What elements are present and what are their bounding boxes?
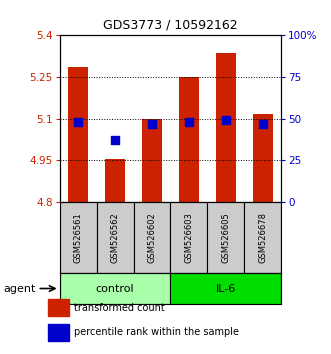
Bar <box>48 324 69 341</box>
Point <box>260 121 265 126</box>
Bar <box>142 119 162 202</box>
Text: transformed count: transformed count <box>74 303 165 313</box>
Text: percentile rank within the sample: percentile rank within the sample <box>74 327 239 337</box>
Text: GSM526678: GSM526678 <box>259 212 267 263</box>
Text: GSM526561: GSM526561 <box>73 212 82 263</box>
Bar <box>244 202 281 273</box>
Point <box>149 121 155 126</box>
Bar <box>253 114 273 202</box>
Text: GSM526605: GSM526605 <box>221 212 230 263</box>
Bar <box>179 77 199 202</box>
Bar <box>208 202 244 273</box>
Bar <box>105 159 125 202</box>
Bar <box>216 53 236 202</box>
Point <box>223 118 228 123</box>
Bar <box>68 67 88 202</box>
Bar <box>60 202 97 273</box>
Bar <box>170 273 281 304</box>
Bar <box>60 273 170 304</box>
Bar <box>170 202 208 273</box>
Point <box>186 119 192 125</box>
Bar <box>97 202 133 273</box>
Title: GDS3773 / 10592162: GDS3773 / 10592162 <box>103 18 238 32</box>
Point <box>75 119 81 125</box>
Text: GSM526603: GSM526603 <box>184 212 193 263</box>
Point <box>112 137 118 143</box>
Text: IL-6: IL-6 <box>216 284 236 293</box>
Bar <box>133 202 170 273</box>
Text: agent: agent <box>3 284 35 293</box>
Text: GSM526562: GSM526562 <box>111 212 119 263</box>
Text: control: control <box>96 284 134 293</box>
Text: GSM526602: GSM526602 <box>148 212 157 263</box>
Bar <box>48 299 69 316</box>
